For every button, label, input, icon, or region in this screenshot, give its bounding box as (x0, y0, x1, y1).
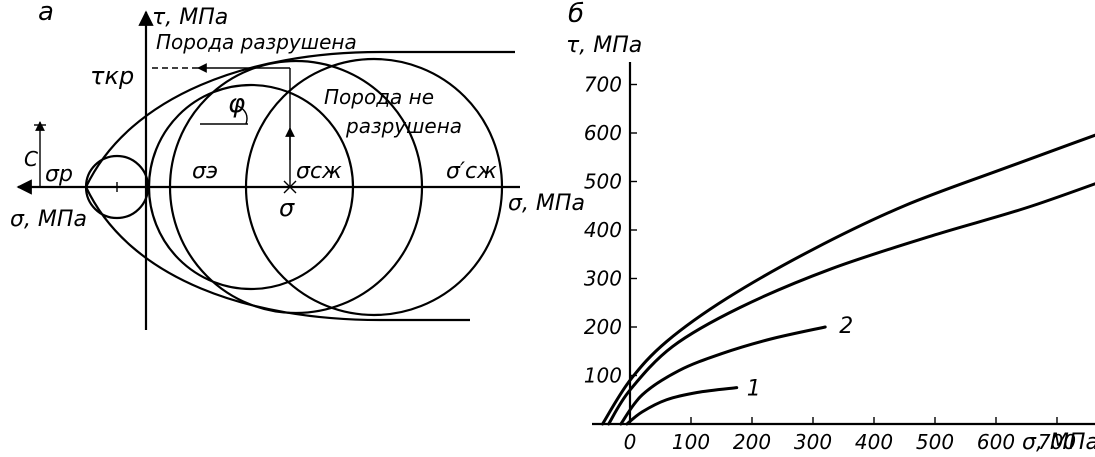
sigma-szh-label: σсж (296, 159, 342, 184)
x-tick-label: 500 (916, 430, 954, 454)
envelope-upper (85, 50, 515, 188)
panel-b-label: б (568, 0, 584, 29)
sigma-p-label: σр (45, 162, 73, 187)
x-tick-label: 0 (624, 430, 637, 454)
series-2-label: 2 (839, 314, 853, 339)
panel-a: а τ, МПа Порода разрушена Порода не разр… (10, 0, 585, 330)
y-tick-label: 500 (584, 170, 622, 194)
tau-kr-label: τкр (90, 62, 134, 90)
y-tick-label: 100 (584, 364, 622, 388)
sigma-axis-left-label: σ, МПа (10, 207, 87, 232)
chart-series: 1234 (601, 133, 1095, 426)
x-tick-label: 600 (977, 430, 1015, 454)
tau-axis-label: τ, МПа (152, 5, 228, 30)
chart-xlabel: σ, МПа (1022, 430, 1095, 455)
series-4-line (601, 133, 1095, 426)
y-tick-label: 700 (584, 73, 622, 97)
envelope-lower (85, 186, 470, 322)
center-cross-p (112, 182, 122, 192)
panel-b: б τ, МПа σ, МПа 700 600 500 400 300 200 100 0 1… (566, 0, 1095, 455)
c-label: C (24, 147, 38, 171)
circle-sigma-e (147, 83, 355, 291)
series-3-line (607, 182, 1095, 426)
y-ticks: 700 600 500 400 300 200 100 (584, 73, 637, 388)
y-tick-label: 200 (584, 315, 622, 339)
y-tick-label: 600 (584, 121, 622, 145)
x-tick-label: 100 (672, 430, 710, 454)
x-tick-label: 200 (733, 430, 771, 454)
circle-sigma-szh (168, 59, 424, 315)
x-tick-label: 400 (855, 430, 893, 454)
phi-label: φ (228, 89, 245, 119)
x-tick-label: 300 (794, 430, 832, 454)
sigma-label: σ (279, 194, 295, 222)
y-tick-label: 300 (584, 267, 622, 291)
sigma-e-label: σэ (192, 159, 218, 184)
not-destroyed-label-2: разрушена (345, 114, 462, 138)
sigma-szh-prime-label: σ′сж (446, 159, 497, 184)
panel-a-label: а (38, 0, 54, 27)
circle-sigma-szh-prime (244, 57, 504, 317)
series-1-line (625, 386, 739, 426)
sigma-axis-right-label: σ, МПа (508, 191, 585, 216)
y-tick-label: 400 (584, 218, 622, 242)
series-1-label: 1 (747, 377, 761, 402)
series-2-line (619, 325, 827, 426)
phi-arc (237, 105, 248, 125)
x-tick-label: 700 (1038, 430, 1076, 454)
x-ticks: 0 100 200 300 400 500 600 700 (624, 417, 1076, 454)
center-cross-sigma (283, 180, 297, 194)
chart-ylabel: τ, МПа (566, 33, 642, 58)
destroyed-label: Порода разрушена (156, 30, 357, 54)
not-destroyed-label-1: Порода не (324, 85, 434, 109)
